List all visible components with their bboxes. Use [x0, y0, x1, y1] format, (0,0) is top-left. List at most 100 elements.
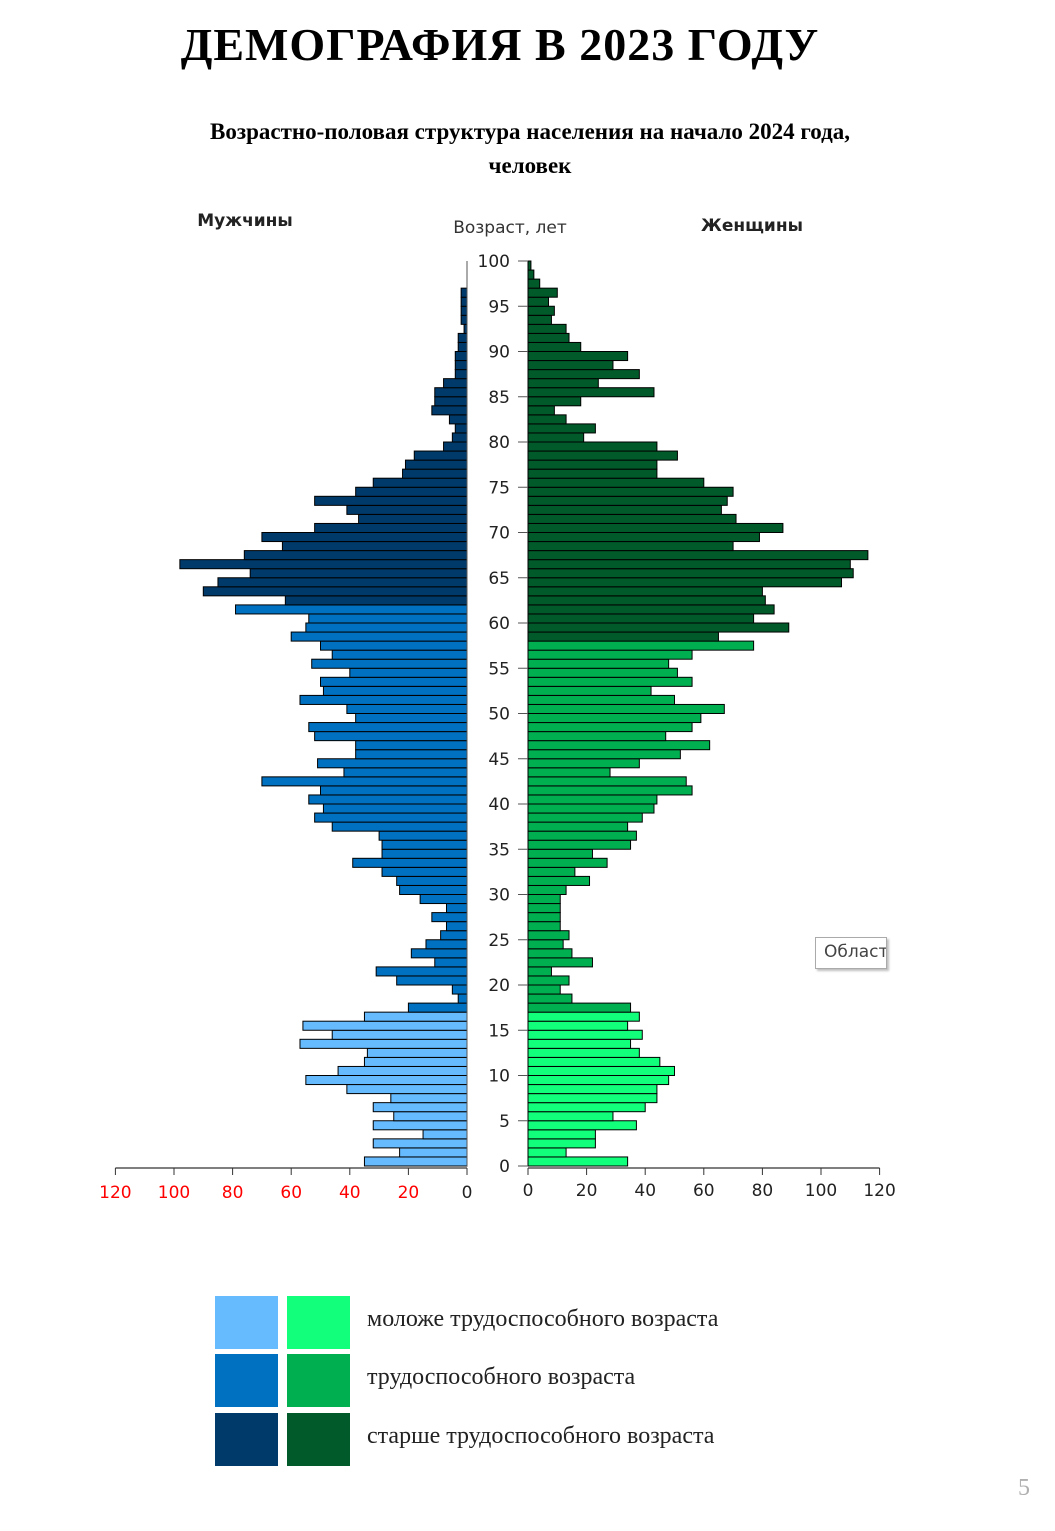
female-bar-age-21: [527, 966, 552, 977]
male-bar-age-55: [311, 658, 468, 669]
age-tick-label-45: 45: [488, 750, 510, 770]
male-bar-age-58: [290, 631, 468, 642]
male-bar-age-46: [355, 740, 468, 751]
female-bar-age-63: [527, 586, 763, 597]
female-bar-age-7: [527, 1093, 658, 1104]
legend-label-young: моложе трудоспособного возраста: [367, 1306, 719, 1332]
male-bar-age-51: [299, 694, 468, 705]
female-bar-age-22: [527, 957, 593, 968]
male-bar-age-62: [284, 595, 468, 606]
female-bar-age-88: [527, 360, 614, 371]
female-bar-age-83: [527, 405, 555, 416]
male-value-axis: 0 20 40 60 80 100 120: [99, 1167, 472, 1203]
female-bar-age-4: [527, 1120, 637, 1131]
male-bar-age-78: [413, 450, 468, 461]
age-axis-label: Возраст, лет: [453, 218, 567, 238]
male-bar-age-93: [460, 314, 468, 325]
legend-row-old: старше трудоспособного возраста: [215, 1413, 915, 1467]
female-bar-age-68: [527, 541, 734, 552]
female-value-tick-label-60: 60: [693, 1181, 715, 1201]
male-bar-age-90: [457, 341, 468, 353]
female-bar-age-60: [527, 613, 755, 624]
chart-subtitle: Возрастно-половая структура населения на…: [70, 115, 990, 183]
male-bar-age-84: [434, 396, 468, 407]
female-value-tick-label-80: 80: [752, 1181, 774, 1201]
female-bar-age-62: [527, 595, 766, 606]
female-bar-age-39: [527, 803, 655, 814]
female-bar-age-20: [527, 975, 570, 986]
female-bar-age-35: [527, 839, 632, 850]
male-bar-age-20: [396, 975, 468, 986]
male-bar-age-63: [202, 586, 468, 597]
age-tick-label-55: 55: [488, 659, 510, 679]
male-bar-age-17: [407, 1002, 468, 1013]
age-tick-label-85: 85: [488, 388, 510, 408]
female-bar-age-75: [527, 477, 705, 488]
female-bar-age-5: [527, 1111, 614, 1122]
female-bar-age-86: [527, 378, 599, 389]
female-bar-age-38: [527, 812, 643, 823]
age-tick-label-0: 0: [499, 1157, 510, 1177]
male-bar-age-68: [281, 541, 468, 552]
male-bar-age-83: [431, 405, 468, 416]
age-axis: 0 5 10 15 20 25 30 35 40 45 50 55 60 65 70 75 80 85 90 95 10…: [466, 252, 528, 1177]
male-bar-age-47: [314, 731, 468, 742]
male-bar-age-59: [305, 622, 468, 633]
female-value-tick-label-120: 120: [863, 1181, 895, 1201]
female-bar-age-89: [527, 351, 629, 362]
female-bar-age-18: [527, 993, 573, 1004]
female-bar-age-26: [527, 921, 561, 932]
female-bar-age-41: [527, 785, 693, 796]
male-bar-age-33: [352, 857, 468, 868]
male-bar-age-12: [366, 1047, 468, 1058]
female-bar-age-36: [527, 830, 637, 841]
female-label: Женщины: [701, 216, 803, 236]
male-bar-age-53: [320, 676, 468, 687]
female-bar-age-94: [527, 305, 555, 316]
female-bar-age-77: [527, 459, 658, 470]
age-tick-label-25: 25: [488, 931, 510, 951]
female-bar-age-58: [527, 631, 719, 642]
age-tick-label-90: 90: [488, 343, 510, 363]
male-bar-age-32: [381, 866, 468, 877]
age-tick-label-15: 15: [488, 1021, 510, 1041]
tooltip-text: Област: [824, 942, 887, 962]
male-bar-age-82: [448, 414, 468, 425]
legend-swatch-female-working: [287, 1354, 350, 1407]
age-tick-label-40: 40: [488, 795, 510, 815]
male-bar-age-74: [355, 486, 468, 497]
female-bar-age-43: [527, 767, 611, 778]
male-bar-age-73: [314, 495, 468, 506]
female-bar-age-66: [527, 559, 851, 570]
page-number: 5: [1018, 1475, 1030, 1501]
female-value-tick-label-0: 0: [523, 1181, 534, 1201]
male-bar-age-66: [179, 559, 468, 570]
female-bar-age-74: [527, 486, 734, 497]
male-bar-age-16: [363, 1011, 468, 1022]
male-bar-age-6: [372, 1102, 468, 1113]
male-bar-age-67: [243, 550, 468, 561]
male-bar-age-38: [314, 812, 468, 823]
male-label: Мужчины: [197, 211, 293, 231]
male-bar-age-31: [396, 875, 468, 886]
female-bar-age-42: [527, 776, 687, 787]
female-bar-age-32: [527, 866, 576, 877]
male-bar-age-94: [460, 305, 468, 316]
male-bar-age-76: [402, 468, 468, 479]
female-bar-age-34: [527, 848, 593, 859]
female-bar-age-79: [527, 441, 658, 452]
female-bar-age-49: [527, 713, 702, 724]
legend-swatch-male-young: [215, 1296, 278, 1349]
male-bar-age-22: [434, 957, 468, 968]
female-bar-age-15: [527, 1020, 629, 1031]
female-bar-age-96: [527, 287, 558, 298]
male-bar-age-65: [249, 568, 468, 579]
female-bar-age-97: [527, 278, 541, 289]
age-tick-label-75: 75: [488, 478, 510, 498]
male-bar-age-48: [308, 722, 468, 733]
male-bar-age-42: [261, 776, 468, 787]
male-bar-age-43: [343, 767, 468, 778]
age-tick-label-35: 35: [488, 840, 510, 860]
male-bar-age-64: [217, 577, 468, 588]
page-title: ДЕМОГРАФИЯ В 2023 ГОДУ: [180, 19, 820, 70]
